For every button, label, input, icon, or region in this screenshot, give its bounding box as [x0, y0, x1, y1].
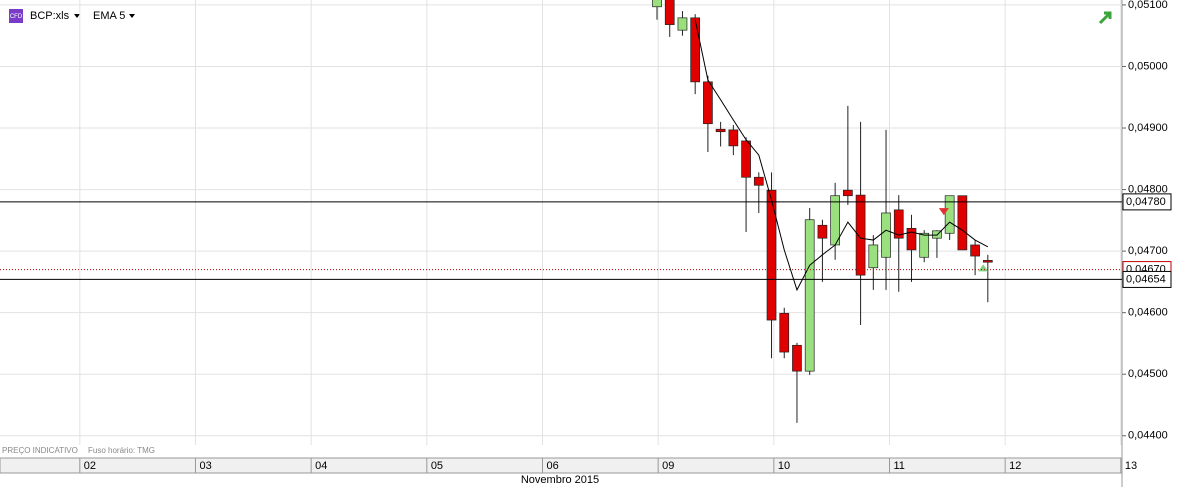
candle-body: [893, 209, 904, 239]
level-label: 0,04780: [1126, 196, 1166, 208]
candle-body: [753, 176, 764, 186]
candle-body: [779, 312, 790, 353]
candle-body: [766, 189, 777, 321]
y-tick-label: 0,04800: [1128, 183, 1168, 195]
x-tick-label: 11: [894, 460, 905, 472]
x-tick-label: 05: [431, 460, 443, 472]
x-tick-label: 13: [1125, 460, 1137, 472]
candle-body: [919, 232, 930, 258]
level-label-box: [1122, 193, 1172, 211]
level-label: 0,04654: [1126, 273, 1166, 285]
candle-body: [715, 128, 726, 133]
symbol[interactable]: BCP:xls: [30, 10, 70, 22]
toolbar[interactable]: CFD BCP:xls EMA 5: [9, 9, 135, 23]
candle-body: [906, 227, 917, 251]
y-tick-label: 0,05000: [1128, 60, 1168, 72]
y-tick-label: 0,05100: [1128, 0, 1168, 11]
plot: [0, 0, 1122, 445]
plot-bg: [0, 0, 1122, 458]
candle-body: [741, 140, 751, 178]
candle-body: [970, 244, 980, 257]
candle-body: [690, 17, 701, 83]
dropdown-arrow[interactable]: [129, 14, 135, 18]
x-axis-title: Novembro 2015: [521, 474, 599, 486]
level-label-box: [1122, 270, 1172, 288]
candle-body: [677, 17, 688, 31]
x-tick-label: 06: [546, 460, 558, 472]
x-tick-label: 03: [199, 460, 211, 472]
x-tick-label: 02: [84, 460, 96, 472]
ema-line: [694, 19, 989, 292]
candle-body: [982, 260, 993, 263]
y-tick-label: 0,04700: [1128, 245, 1168, 257]
candle-body: [944, 195, 955, 234]
candle-body: [664, 0, 675, 25]
y-tick-label: 0,04600: [1128, 307, 1168, 319]
timezone: Fuso horário: TMG: [88, 446, 155, 455]
note: PREÇO INDICATIVO: [2, 446, 78, 455]
candle-body: [652, 0, 662, 8]
trend-icon: [1098, 11, 1112, 25]
y-tick-label: 0,04400: [1128, 430, 1168, 442]
candle-body: [804, 219, 815, 372]
x-tick-label: 10: [778, 460, 790, 472]
candle-body: [843, 189, 853, 197]
candle-body: [881, 212, 891, 258]
x-tick-label: 04: [315, 460, 327, 472]
candle-body: [868, 244, 879, 269]
dropdown-arrow[interactable]: [74, 14, 80, 18]
y-tick-label: 0,04500: [1128, 368, 1168, 380]
candle-body: [830, 195, 840, 246]
cfd-icon-label: CFD: [10, 14, 23, 20]
cfd-icon: [9, 9, 23, 23]
x-tick-label: 09: [662, 460, 674, 472]
candle-body: [792, 344, 802, 372]
candle-body: [728, 129, 739, 147]
x-tick-label: 12: [1009, 460, 1021, 472]
candle-body: [855, 194, 866, 276]
candle-body: [703, 81, 713, 125]
x-axis-band: [0, 457, 1123, 474]
signal-marker: [978, 264, 989, 272]
signal-marker: [938, 208, 949, 216]
indicator[interactable]: EMA 5: [93, 10, 125, 22]
candle-body: [817, 224, 828, 239]
y-tick-label: 0,04900: [1128, 122, 1168, 134]
candle-body: [957, 195, 968, 251]
